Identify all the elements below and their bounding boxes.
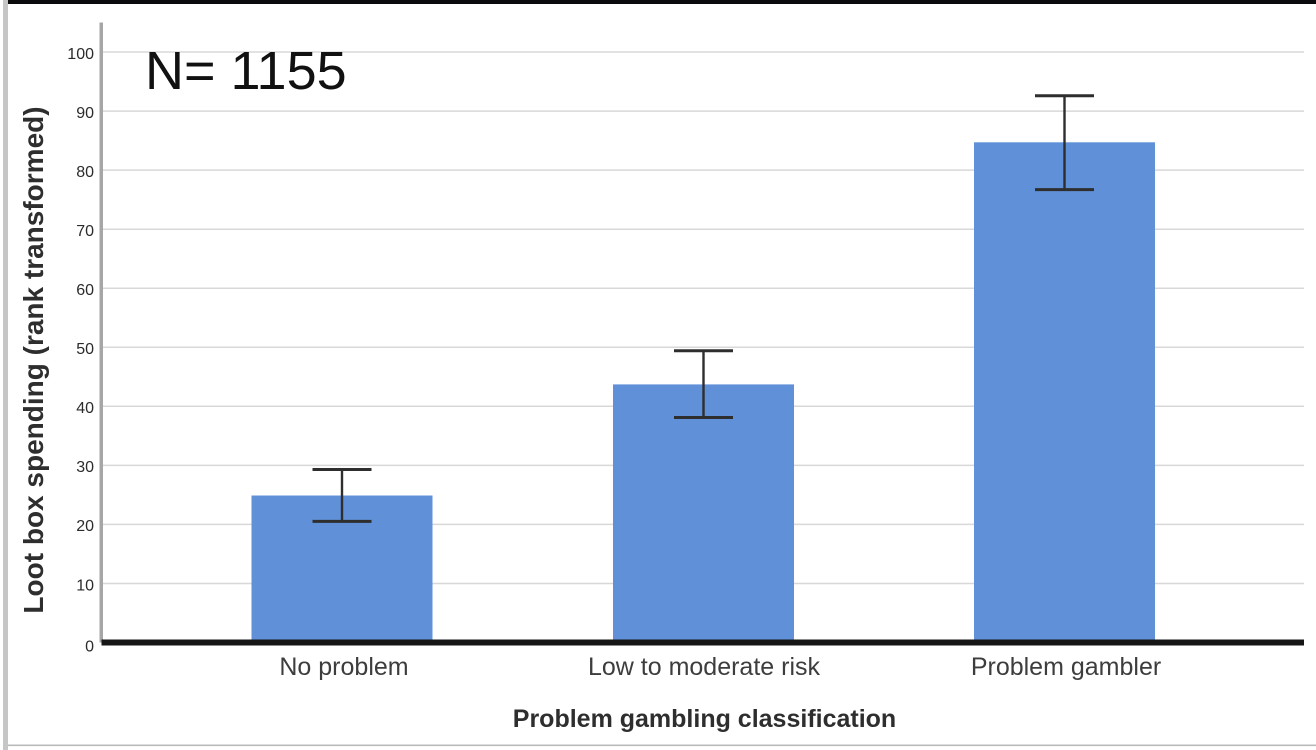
svg-text:Low to moderate risk: Low to moderate risk [588,653,821,681]
svg-text:90: 90 [76,105,94,122]
svg-text:Loot box spending (rank transf: Loot box spending (rank transformed) [18,106,49,613]
svg-text:20: 20 [76,518,94,535]
svg-text:N= 1155: N= 1155 [145,41,347,101]
svg-text:10: 10 [76,577,94,594]
svg-text:30: 30 [76,459,94,476]
svg-text:40: 40 [76,400,94,417]
svg-text:70: 70 [76,223,94,240]
svg-text:100: 100 [67,46,94,63]
svg-text:50: 50 [76,341,94,358]
svg-text:Problem gambler: Problem gambler [971,653,1161,681]
svg-text:No problem: No problem [279,653,408,681]
svg-text:60: 60 [76,282,94,299]
svg-text:0: 0 [85,638,94,655]
svg-text:Problem gambling classificatio: Problem gambling classification [513,705,896,733]
svg-text:80: 80 [76,164,94,181]
